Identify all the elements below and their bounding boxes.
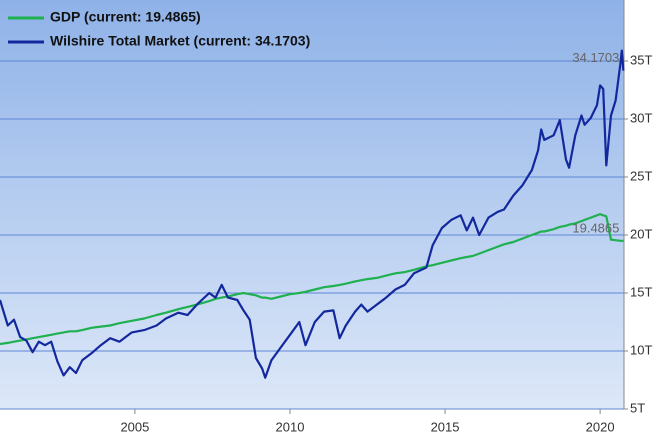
y-tick-label: 5T bbox=[630, 400, 645, 415]
end-label: 19.4865 bbox=[572, 220, 619, 235]
series-line bbox=[0, 49, 625, 379]
y-tick-label: 30T bbox=[630, 110, 652, 125]
y-tick-label: 20T bbox=[630, 226, 652, 241]
y-tick-label: 35T bbox=[630, 52, 652, 67]
series-line bbox=[0, 213, 624, 346]
x-tick-label: 2005 bbox=[120, 419, 149, 434]
legend-text: Wilshire Total Market (current: 34.1703) bbox=[50, 33, 310, 49]
plot-background bbox=[0, 0, 624, 409]
y-tick-label: 25T bbox=[630, 168, 652, 183]
legend-text: GDP (current: 19.4865) bbox=[50, 9, 201, 25]
y-tick-label: 15T bbox=[630, 284, 652, 299]
end-label: 34.1703 bbox=[572, 50, 619, 65]
x-tick-label: 2020 bbox=[586, 419, 615, 434]
y-tick-label: 10T bbox=[630, 342, 652, 357]
x-tick-label: 2015 bbox=[431, 419, 460, 434]
x-tick-label: 2010 bbox=[276, 419, 305, 434]
